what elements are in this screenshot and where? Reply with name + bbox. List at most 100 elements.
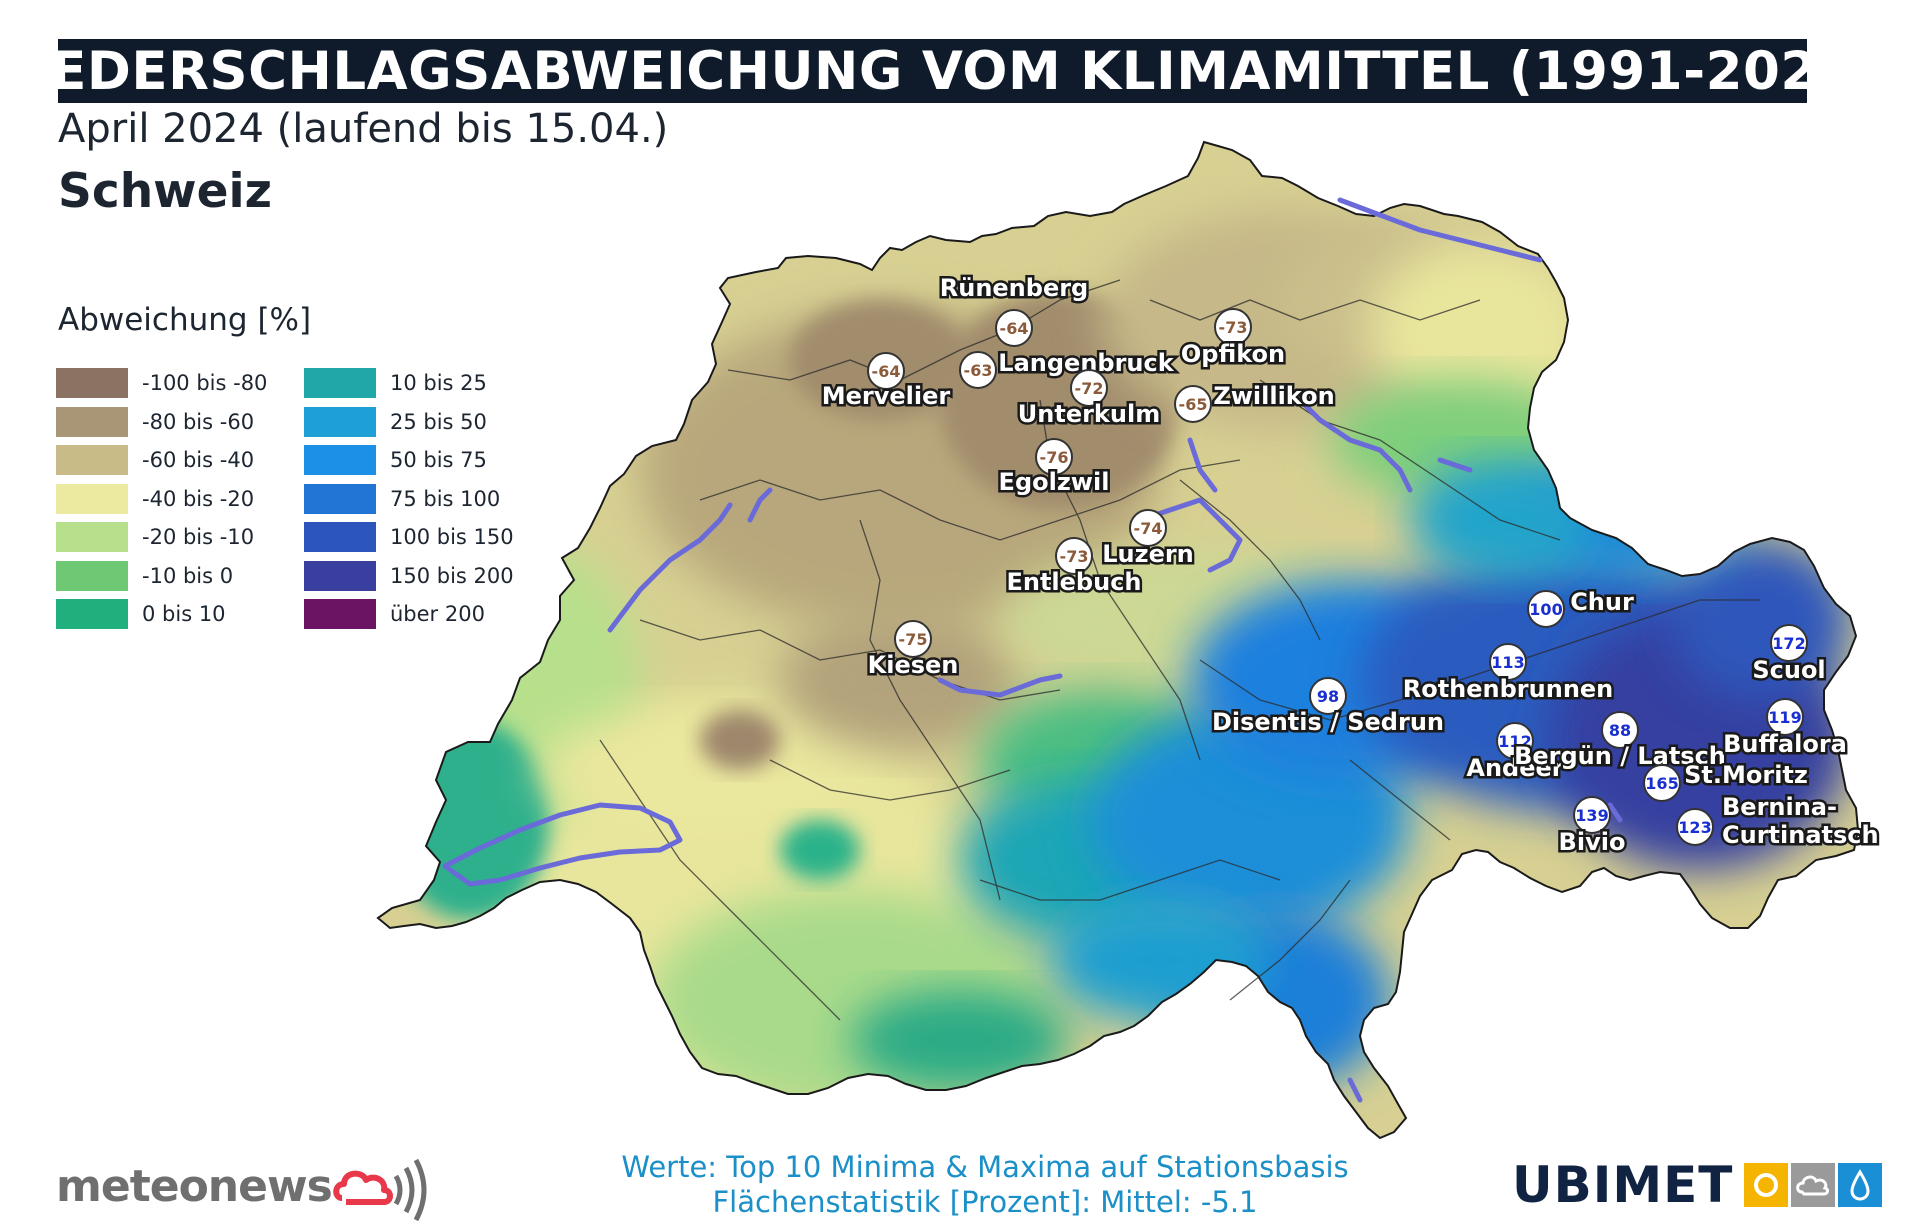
station-name: Buffalora bbox=[1723, 730, 1847, 758]
station-name: Andeer bbox=[1466, 754, 1563, 782]
station-circle bbox=[959, 351, 997, 389]
station-value: -64 bbox=[1000, 319, 1029, 338]
station-marker: -75 Kiesen bbox=[865, 620, 961, 682]
station-marker: -74 Luzern bbox=[1100, 509, 1196, 571]
station-value: 119 bbox=[1768, 708, 1801, 727]
footer-line-2: Flächenstatistik [Prozent]: Mittel: -5.1 bbox=[712, 1185, 1258, 1219]
station-circle bbox=[1766, 698, 1804, 736]
legend-label: -80 bis -60 bbox=[142, 409, 255, 434]
station-value: 172 bbox=[1772, 634, 1805, 653]
cloud-icon bbox=[1791, 1163, 1836, 1207]
region-label: Schweiz bbox=[58, 164, 272, 219]
station-name: Zwillikon bbox=[1213, 382, 1334, 410]
station-marker: 98 Disentis / Sedrun bbox=[1209, 677, 1447, 739]
station-name: St.Moritz bbox=[1684, 761, 1808, 789]
station-circle bbox=[1214, 308, 1252, 346]
legend-label: über 200 bbox=[390, 602, 485, 626]
legend-label: -40 bis -20 bbox=[142, 486, 255, 511]
station-name: Egolzwil bbox=[999, 468, 1110, 496]
station-circle bbox=[995, 309, 1033, 347]
station-marker: -64 Rünenberg bbox=[937, 272, 1091, 347]
legend-item: -60 bis -40 bbox=[56, 445, 254, 475]
station-marker: 139 Bivio bbox=[1556, 796, 1628, 859]
station-value: 112 bbox=[1498, 732, 1531, 751]
legend-label: 10 bis 25 bbox=[390, 371, 487, 395]
station-value: -73 bbox=[1060, 547, 1089, 566]
sun-icon bbox=[1744, 1163, 1789, 1207]
station-marker: -65 Zwillikon bbox=[1174, 380, 1337, 423]
legend-swatch bbox=[56, 560, 128, 591]
ubimet-wordmark: UBIMET bbox=[1512, 1156, 1734, 1214]
raindrop-icon bbox=[1838, 1163, 1883, 1207]
legend-item: 10 bis 25 bbox=[304, 368, 487, 398]
legend-swatch bbox=[56, 483, 128, 514]
station-value: 113 bbox=[1491, 653, 1524, 672]
legend-item: -80 bis -60 bbox=[56, 406, 255, 437]
station-name: Chur bbox=[1570, 588, 1634, 616]
canton-borders bbox=[599, 279, 1760, 1021]
station-value: -65 bbox=[1179, 395, 1208, 414]
station-marker: 88 Bergün / Latsch bbox=[1512, 711, 1728, 773]
station-name: Bivio bbox=[1559, 828, 1626, 856]
station-name: Rothenbrunnen bbox=[1403, 675, 1614, 703]
station-circle bbox=[1129, 509, 1167, 547]
station-name: Opfikon bbox=[1181, 340, 1285, 368]
station-name: Unterkulm bbox=[1018, 400, 1160, 428]
legend-label: -20 bis -10 bbox=[142, 525, 255, 549]
station-value: 123 bbox=[1678, 818, 1711, 837]
station-name: Bergün / Latsch bbox=[1514, 742, 1726, 770]
station-circle bbox=[1070, 369, 1108, 407]
legend-label: 0 bis 10 bbox=[142, 602, 226, 626]
station-marker: 172 Scuol bbox=[1750, 624, 1828, 687]
precipitation-field bbox=[378, 142, 1858, 1138]
station-name: Mervelier bbox=[822, 382, 951, 410]
station-name: Kiesen bbox=[868, 651, 959, 679]
station-circle bbox=[1643, 764, 1681, 802]
legend-swatch bbox=[56, 522, 128, 552]
station-circle bbox=[1496, 722, 1534, 760]
legend-swatch bbox=[56, 368, 128, 398]
legend-item: 150 bis 200 bbox=[304, 560, 514, 591]
footer-line-1: Werte: Top 10 Minima & Maxima auf Statio… bbox=[621, 1150, 1349, 1184]
legend: -100 bis -80 -80 bis -60 -60 bis -40 -40 bi… bbox=[56, 368, 526, 638]
station-value: 139 bbox=[1575, 806, 1608, 825]
legend-item: -100 bis -80 bbox=[56, 368, 267, 398]
meteonews-logo: meteonews bbox=[56, 1146, 442, 1226]
station-circle bbox=[1770, 624, 1808, 662]
legend-title: Abweichung [%] bbox=[58, 302, 312, 338]
legend-swatch bbox=[56, 599, 128, 629]
legend-item: 100 bis 150 bbox=[304, 522, 514, 552]
legend-swatch bbox=[304, 599, 376, 629]
station-marker: 100 Chur bbox=[1527, 586, 1636, 628]
station-value: -73 bbox=[1219, 318, 1248, 337]
legend-label: 50 bis 75 bbox=[390, 448, 487, 472]
station-circle bbox=[1055, 537, 1093, 575]
footer-note: Werte: Top 10 Minima & Maxima auf Statio… bbox=[560, 1150, 1410, 1220]
legend-item: über 200 bbox=[304, 599, 485, 629]
map-title: NIEDERSCHLAGSABWEICHUNG VOM KLIMAMITTEL … bbox=[0, 39, 1880, 103]
legend-label: -60 bis -40 bbox=[142, 448, 255, 472]
station-marker: 123 Bernina-Curtinatsch bbox=[1676, 791, 1881, 852]
legend-swatch bbox=[304, 522, 376, 552]
station-circle bbox=[894, 620, 932, 658]
station-marker: -73 Entlebuch bbox=[1004, 537, 1144, 599]
station-value: -75 bbox=[899, 630, 928, 649]
meteonews-wordmark: meteonews bbox=[56, 1160, 333, 1212]
station-value: -63 bbox=[964, 361, 993, 380]
legend-label: 75 bis 100 bbox=[390, 486, 501, 511]
station-marker: -72 Unterkulm bbox=[1015, 369, 1163, 431]
legend-label: 100 bis 150 bbox=[390, 525, 514, 549]
station-value: 98 bbox=[1317, 687, 1339, 706]
country-border bbox=[376, 140, 1860, 1140]
station-circle bbox=[1573, 796, 1611, 834]
station-marker: 112 Andeer bbox=[1464, 722, 1566, 785]
station-name: Luzern bbox=[1102, 540, 1194, 568]
legend-label: -100 bis -80 bbox=[142, 371, 268, 395]
ubimet-logo: UBIMET bbox=[1512, 1156, 1883, 1214]
legend-swatch bbox=[304, 406, 376, 437]
station-marker: 119 Buffalora bbox=[1721, 698, 1849, 761]
station-marker: 165 St.Moritz bbox=[1643, 759, 1810, 802]
